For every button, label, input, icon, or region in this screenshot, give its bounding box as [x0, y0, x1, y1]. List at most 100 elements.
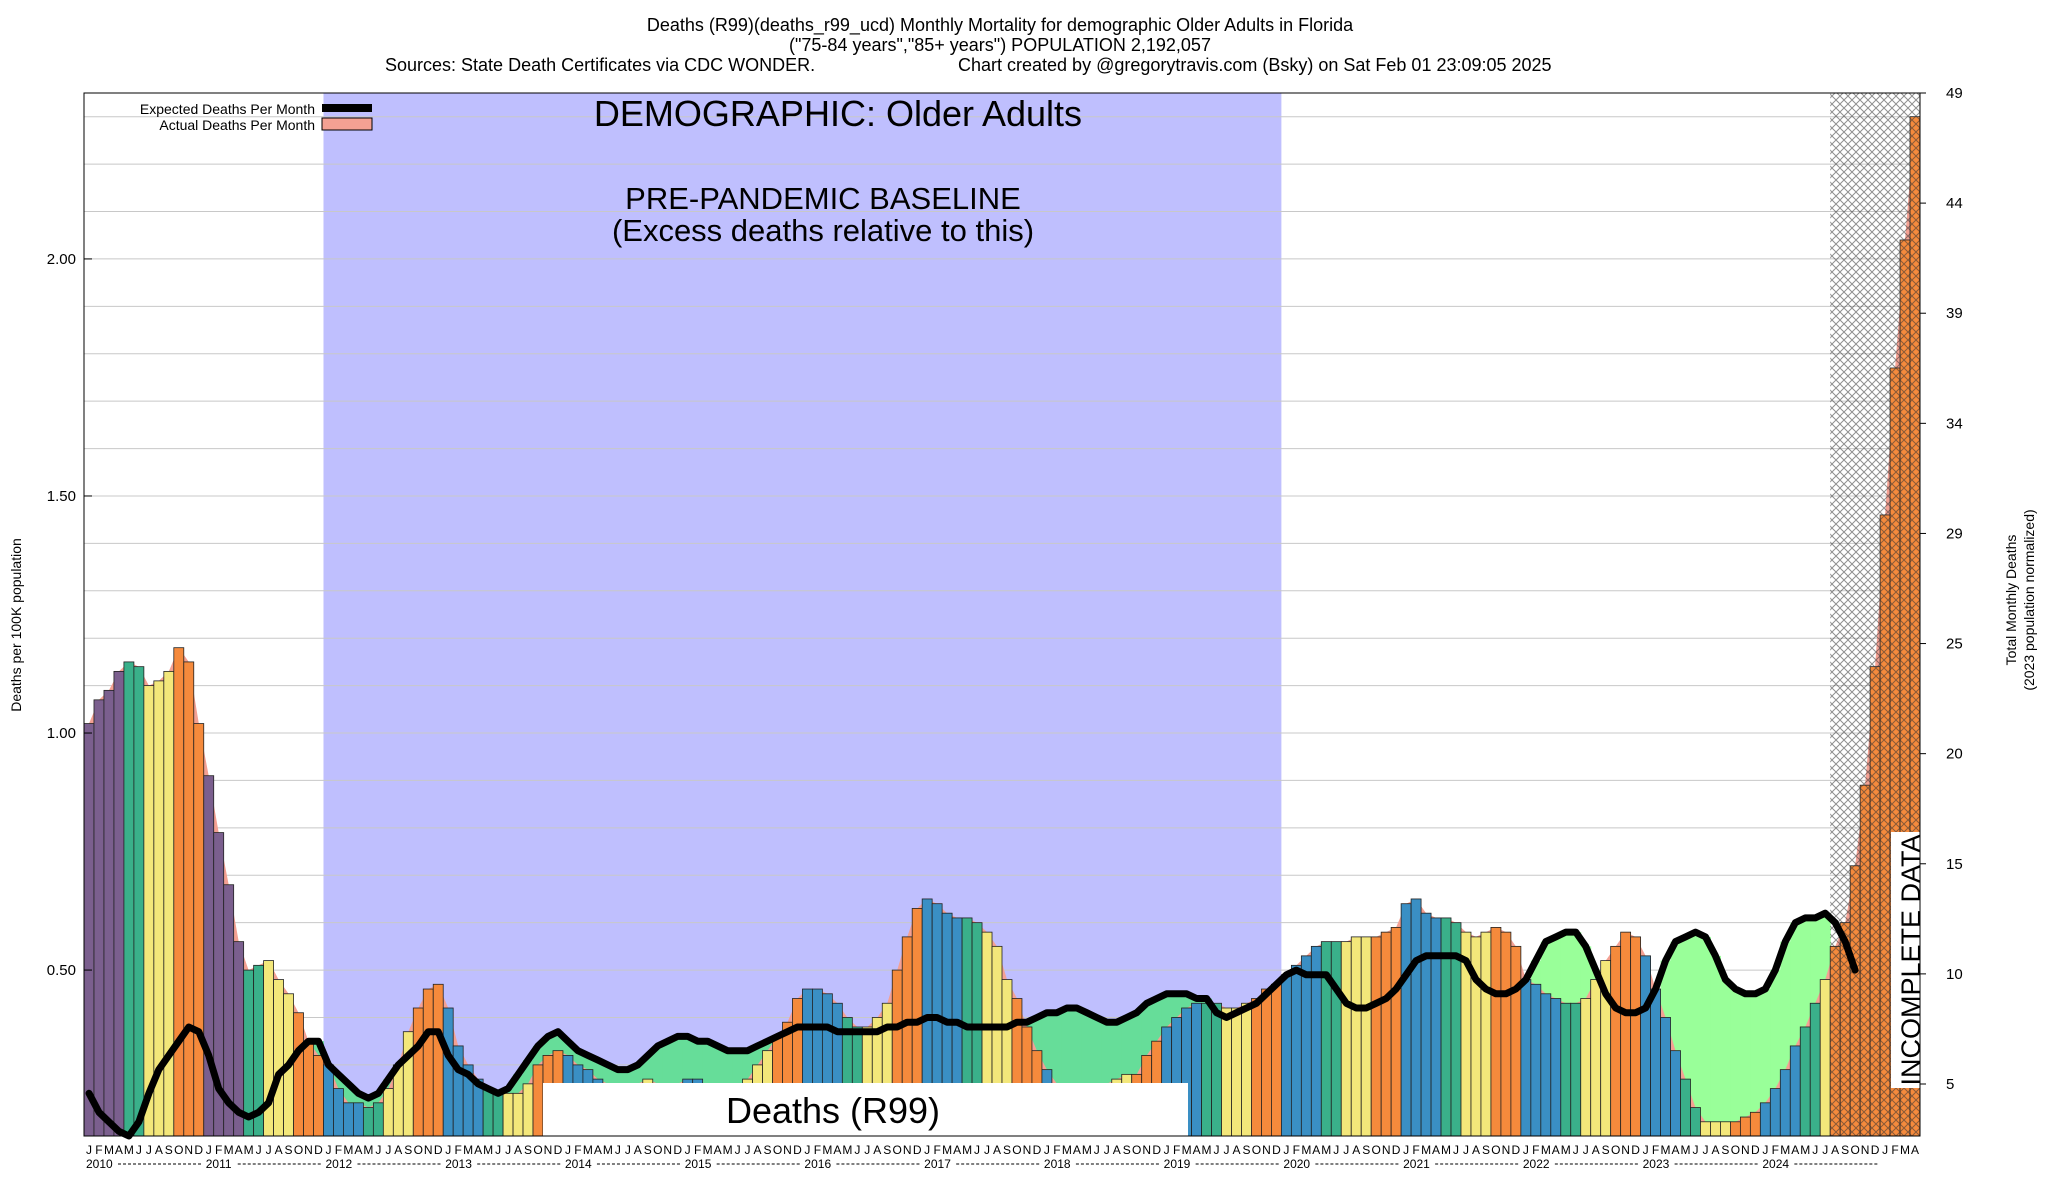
bar [1759, 1102, 1771, 1137]
x-month-label: J [1453, 1143, 1459, 1157]
x-month-label: J [385, 1143, 391, 1157]
x-month-label: N [544, 1143, 553, 1157]
x-month-label: F [1891, 1143, 1898, 1157]
x-month-label: D [1512, 1143, 1521, 1157]
bar [1420, 912, 1432, 1137]
x-month-label: S [1003, 1143, 1011, 1157]
excess-fill-segment [1780, 941, 1791, 1070]
excess-fill-segment [692, 1041, 704, 1080]
excess-fill-segment [1540, 941, 1552, 994]
bar [353, 1102, 364, 1137]
bar [83, 723, 95, 1137]
x-month-label: S [644, 1143, 652, 1157]
x-month-label: F [335, 1143, 342, 1157]
x-month-label: M [1301, 1143, 1311, 1157]
bar [1660, 1017, 1671, 1137]
chart-credit-line: Chart created by @gregorytravis.com (Bsk… [958, 55, 1552, 75]
x-month-label: N [1741, 1143, 1750, 1157]
excess-fill-segment [1051, 1012, 1063, 1084]
bar [1610, 945, 1622, 1137]
x-month-label: F [574, 1143, 581, 1157]
x-month-label: A [474, 1143, 482, 1157]
x-month-label: J [1702, 1143, 1708, 1157]
excess-fill-segment [582, 1055, 594, 1070]
bar [333, 1088, 344, 1137]
x-month-label: J [1523, 1143, 1529, 1157]
x-month-label: S [1362, 1143, 1370, 1157]
bar [1340, 941, 1352, 1137]
legend-expected-swatch [322, 104, 372, 112]
bar [1640, 955, 1651, 1137]
x-month-label: M [1661, 1143, 1671, 1157]
baseline-label-line-1: PRE-PANDEMIC BASELINE [625, 181, 1021, 216]
x-month-label: J [445, 1143, 451, 1157]
x-month-label: J [685, 1143, 691, 1157]
excess-fill-segment [572, 1050, 584, 1065]
y-tick-label: 1.50 [47, 488, 76, 505]
excess-fill-segment [1550, 936, 1562, 999]
bar [303, 1040, 314, 1137]
bar [1570, 1002, 1582, 1137]
bar [1320, 941, 1332, 1137]
x-month-label: M [723, 1143, 733, 1157]
incomplete-data-label-box [1891, 832, 1927, 1088]
x-year-label: 2014 [565, 1157, 592, 1171]
x-month-label: A [155, 1143, 163, 1157]
excess-fill-segment [363, 1098, 374, 1108]
y2-tick-label: 25 [1946, 636, 1963, 653]
x-year-label: 2018 [1044, 1157, 1071, 1171]
excess-fill-segment [1181, 993, 1193, 1008]
bar [93, 699, 105, 1137]
excess-fill-segment [373, 1093, 384, 1103]
excess-fill-segment [662, 1041, 674, 1089]
x-month-label: F [1293, 1143, 1300, 1157]
x-month-label: J [1403, 1143, 1409, 1157]
bar [1510, 945, 1522, 1137]
x-month-label: N [783, 1143, 792, 1157]
excess-fill-segment [672, 1036, 684, 1084]
x-month-label: A [1232, 1143, 1240, 1157]
bar [1380, 931, 1392, 1137]
bar [1749, 1111, 1761, 1137]
x-month-label: M [962, 1143, 972, 1157]
bar [1290, 964, 1302, 1137]
excess-fill-segment [1111, 1022, 1123, 1080]
x-month-label: F [1053, 1143, 1060, 1157]
bar [1700, 1121, 1711, 1137]
excess-fill-segment [592, 1060, 604, 1080]
x-month-label: J [86, 1143, 92, 1157]
excess-fill-segment [1171, 993, 1183, 1018]
x-month-label: N [184, 1143, 193, 1157]
x-month-label: F [1173, 1143, 1180, 1157]
x-month-label: N [903, 1143, 912, 1157]
bar [243, 969, 255, 1137]
excess-fill-layer [313, 913, 1831, 1122]
legend-actual-swatch [321, 117, 373, 131]
excess-fill-segment [1810, 917, 1821, 1004]
x-month-label: O [653, 1143, 662, 1157]
x-month-label: J [206, 1143, 212, 1157]
x-month-label: J [1882, 1143, 1888, 1157]
x-month-label: M [224, 1143, 234, 1157]
bar [1670, 1050, 1681, 1137]
bar [1360, 936, 1372, 1137]
x-month-label: J [1643, 1143, 1649, 1157]
x-month-label: J [615, 1143, 621, 1157]
excess-fill-segment [652, 1045, 664, 1084]
x-month-label: F [933, 1143, 940, 1157]
bar [362, 1107, 374, 1137]
x-month-label: J [146, 1143, 152, 1157]
bar [1540, 993, 1552, 1137]
excess-fill-segment [1770, 970, 1781, 1089]
x-month-label: D [194, 1143, 203, 1157]
x-month-label: M [1082, 1143, 1092, 1157]
bar [432, 983, 444, 1137]
x-month-label: D [1631, 1143, 1640, 1157]
x-month-label: O [533, 1143, 542, 1157]
bar [1799, 1026, 1811, 1137]
excess-fill-segment [702, 1041, 714, 1089]
x-month-label: O [174, 1143, 183, 1157]
x-month-label: J [864, 1143, 870, 1157]
bar [1261, 988, 1272, 1137]
excess-fill-segment [1570, 932, 1582, 1004]
